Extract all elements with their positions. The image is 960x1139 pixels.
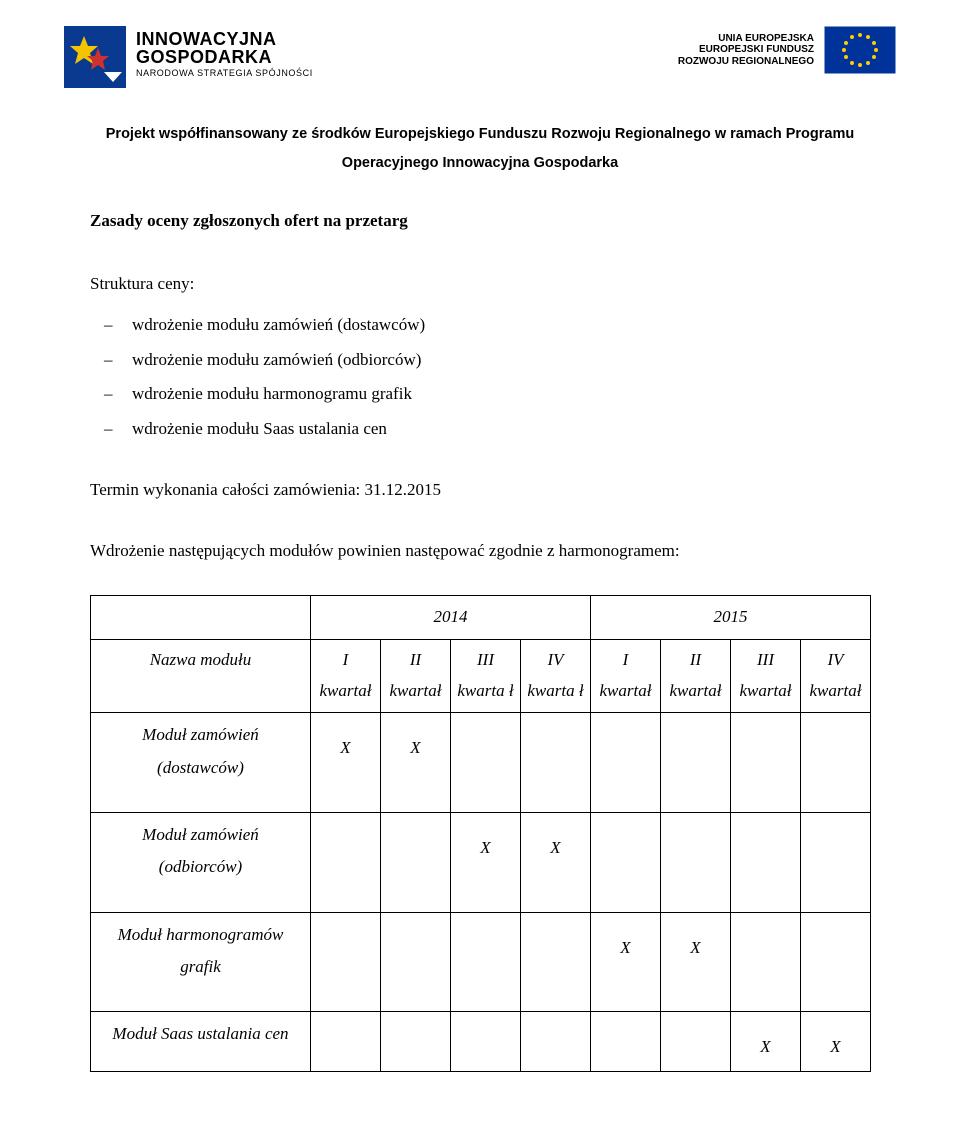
module-name: Moduł harmonogramów grafik: [91, 912, 311, 1012]
cell: [801, 713, 871, 813]
table-year-row: 2014 2015: [91, 595, 871, 639]
module-name: Moduł zamówień (dostawców): [91, 713, 311, 813]
ig-logo-text: INNOWACYJNA GOSPODARKA NARODOWA STRATEGI…: [136, 26, 313, 78]
eu-logo-text: UNIA EUROPEJSKA EUROPEJSKI FUNDUSZ ROZWO…: [678, 33, 814, 68]
module-name: Moduł Saas ustalania cen: [91, 1012, 311, 1072]
cell: [731, 713, 801, 813]
eu-flag-icon: [824, 26, 896, 74]
cell: [381, 1012, 451, 1072]
cell: [801, 912, 871, 1012]
cell: [311, 1012, 381, 1072]
structure-item: wdrożenie modułu Saas ustalania cen: [132, 412, 870, 447]
structure-item: wdrożenie modułu zamówień (dostawców): [132, 308, 870, 343]
cell: X: [731, 1012, 801, 1072]
cell: [801, 813, 871, 913]
ig-logo-line1: INNOWACYJNA: [136, 30, 313, 48]
table-header-row: Nazwa modułu I kwartał II kwartał III kw…: [91, 639, 871, 713]
structure-list: wdrożenie modułu zamówień (dostawców) wd…: [90, 308, 870, 447]
year-2015: 2015: [591, 595, 871, 639]
cell: [591, 1012, 661, 1072]
document-page: INNOWACYJNA GOSPODARKA NARODOWA STRATEGI…: [0, 0, 960, 1139]
document-body: Zasady oceny zgłoszonych ofert na przeta…: [0, 178, 960, 1072]
cell: [661, 713, 731, 813]
cell: [311, 813, 381, 913]
cell: [521, 713, 591, 813]
cell: [731, 813, 801, 913]
q-header: III kwartał: [731, 639, 801, 713]
cell: X: [661, 912, 731, 1012]
cell: [451, 713, 521, 813]
logo-eu: UNIA EUROPEJSKA EUROPEJSKI FUNDUSZ ROZWO…: [678, 26, 896, 74]
cell: [731, 912, 801, 1012]
module-name: Moduł zamówień (odbiorców): [91, 813, 311, 913]
logo-innowacyjna-gospodarka: INNOWACYJNA GOSPODARKA NARODOWA STRATEGI…: [64, 26, 313, 88]
cell: X: [521, 813, 591, 913]
table-row: Moduł Saas ustalania cen X X: [91, 1012, 871, 1072]
table-row: Moduł zamówień (dostawców) X X: [91, 713, 871, 813]
deadline-text: Termin wykonania całości zamówienia: 31.…: [90, 473, 870, 508]
cell: [521, 1012, 591, 1072]
cell: [311, 912, 381, 1012]
cell: X: [591, 912, 661, 1012]
schedule-table: 2014 2015 Nazwa modułu I kwartał II kwar…: [90, 595, 871, 1072]
structure-item: wdrożenie modułu zamówień (odbiorców): [132, 343, 870, 378]
cell: [451, 1012, 521, 1072]
table-row: Moduł zamówień (odbiorców) X X: [91, 813, 871, 913]
cell: X: [311, 713, 381, 813]
cell: X: [801, 1012, 871, 1072]
q-header: I kwartał: [311, 639, 381, 713]
structure-item: wdrożenie modułu harmonogramu grafik: [132, 377, 870, 412]
eu-line2: EUROPEJSKI FUNDUSZ: [678, 44, 814, 56]
year-2014: 2014: [311, 595, 591, 639]
structure-label: Struktura ceny:: [90, 267, 870, 302]
q-header: IV kwarta ł: [521, 639, 591, 713]
cell: X: [451, 813, 521, 913]
schedule-intro: Wdrożenie następujących modułów powinien…: [90, 534, 870, 569]
cell: X: [381, 713, 451, 813]
cell: [521, 912, 591, 1012]
section-title: Zasady oceny zgłoszonych ofert na przeta…: [90, 204, 870, 239]
ig-logo-icon: [64, 26, 126, 88]
q-header: I kwartał: [591, 639, 661, 713]
cell: [661, 813, 731, 913]
funding-statement: Projekt współfinansowany ze środków Euro…: [0, 98, 960, 178]
ig-logo-subline: NARODOWA STRATEGIA SPÓJNOŚCI: [136, 68, 313, 78]
q-header: IV kwartał: [801, 639, 871, 713]
cell: [381, 813, 451, 913]
cell: [451, 912, 521, 1012]
cell: [381, 912, 451, 1012]
q-header: III kwarta ł: [451, 639, 521, 713]
eu-line1: UNIA EUROPEJSKA: [678, 33, 814, 45]
eu-line3: ROZWOJU REGIONALNEGO: [678, 56, 814, 68]
q-header: II kwartał: [661, 639, 731, 713]
cell: [591, 713, 661, 813]
q-header: II kwartał: [381, 639, 451, 713]
header-logos: INNOWACYJNA GOSPODARKA NARODOWA STRATEGI…: [0, 0, 960, 98]
cell: [661, 1012, 731, 1072]
ig-logo-line2: GOSPODARKA: [136, 48, 313, 66]
cell: [591, 813, 661, 913]
col-name-header: Nazwa modułu: [91, 639, 311, 713]
table-row: Moduł harmonogramów grafik X X: [91, 912, 871, 1012]
empty-cell: [91, 595, 311, 639]
